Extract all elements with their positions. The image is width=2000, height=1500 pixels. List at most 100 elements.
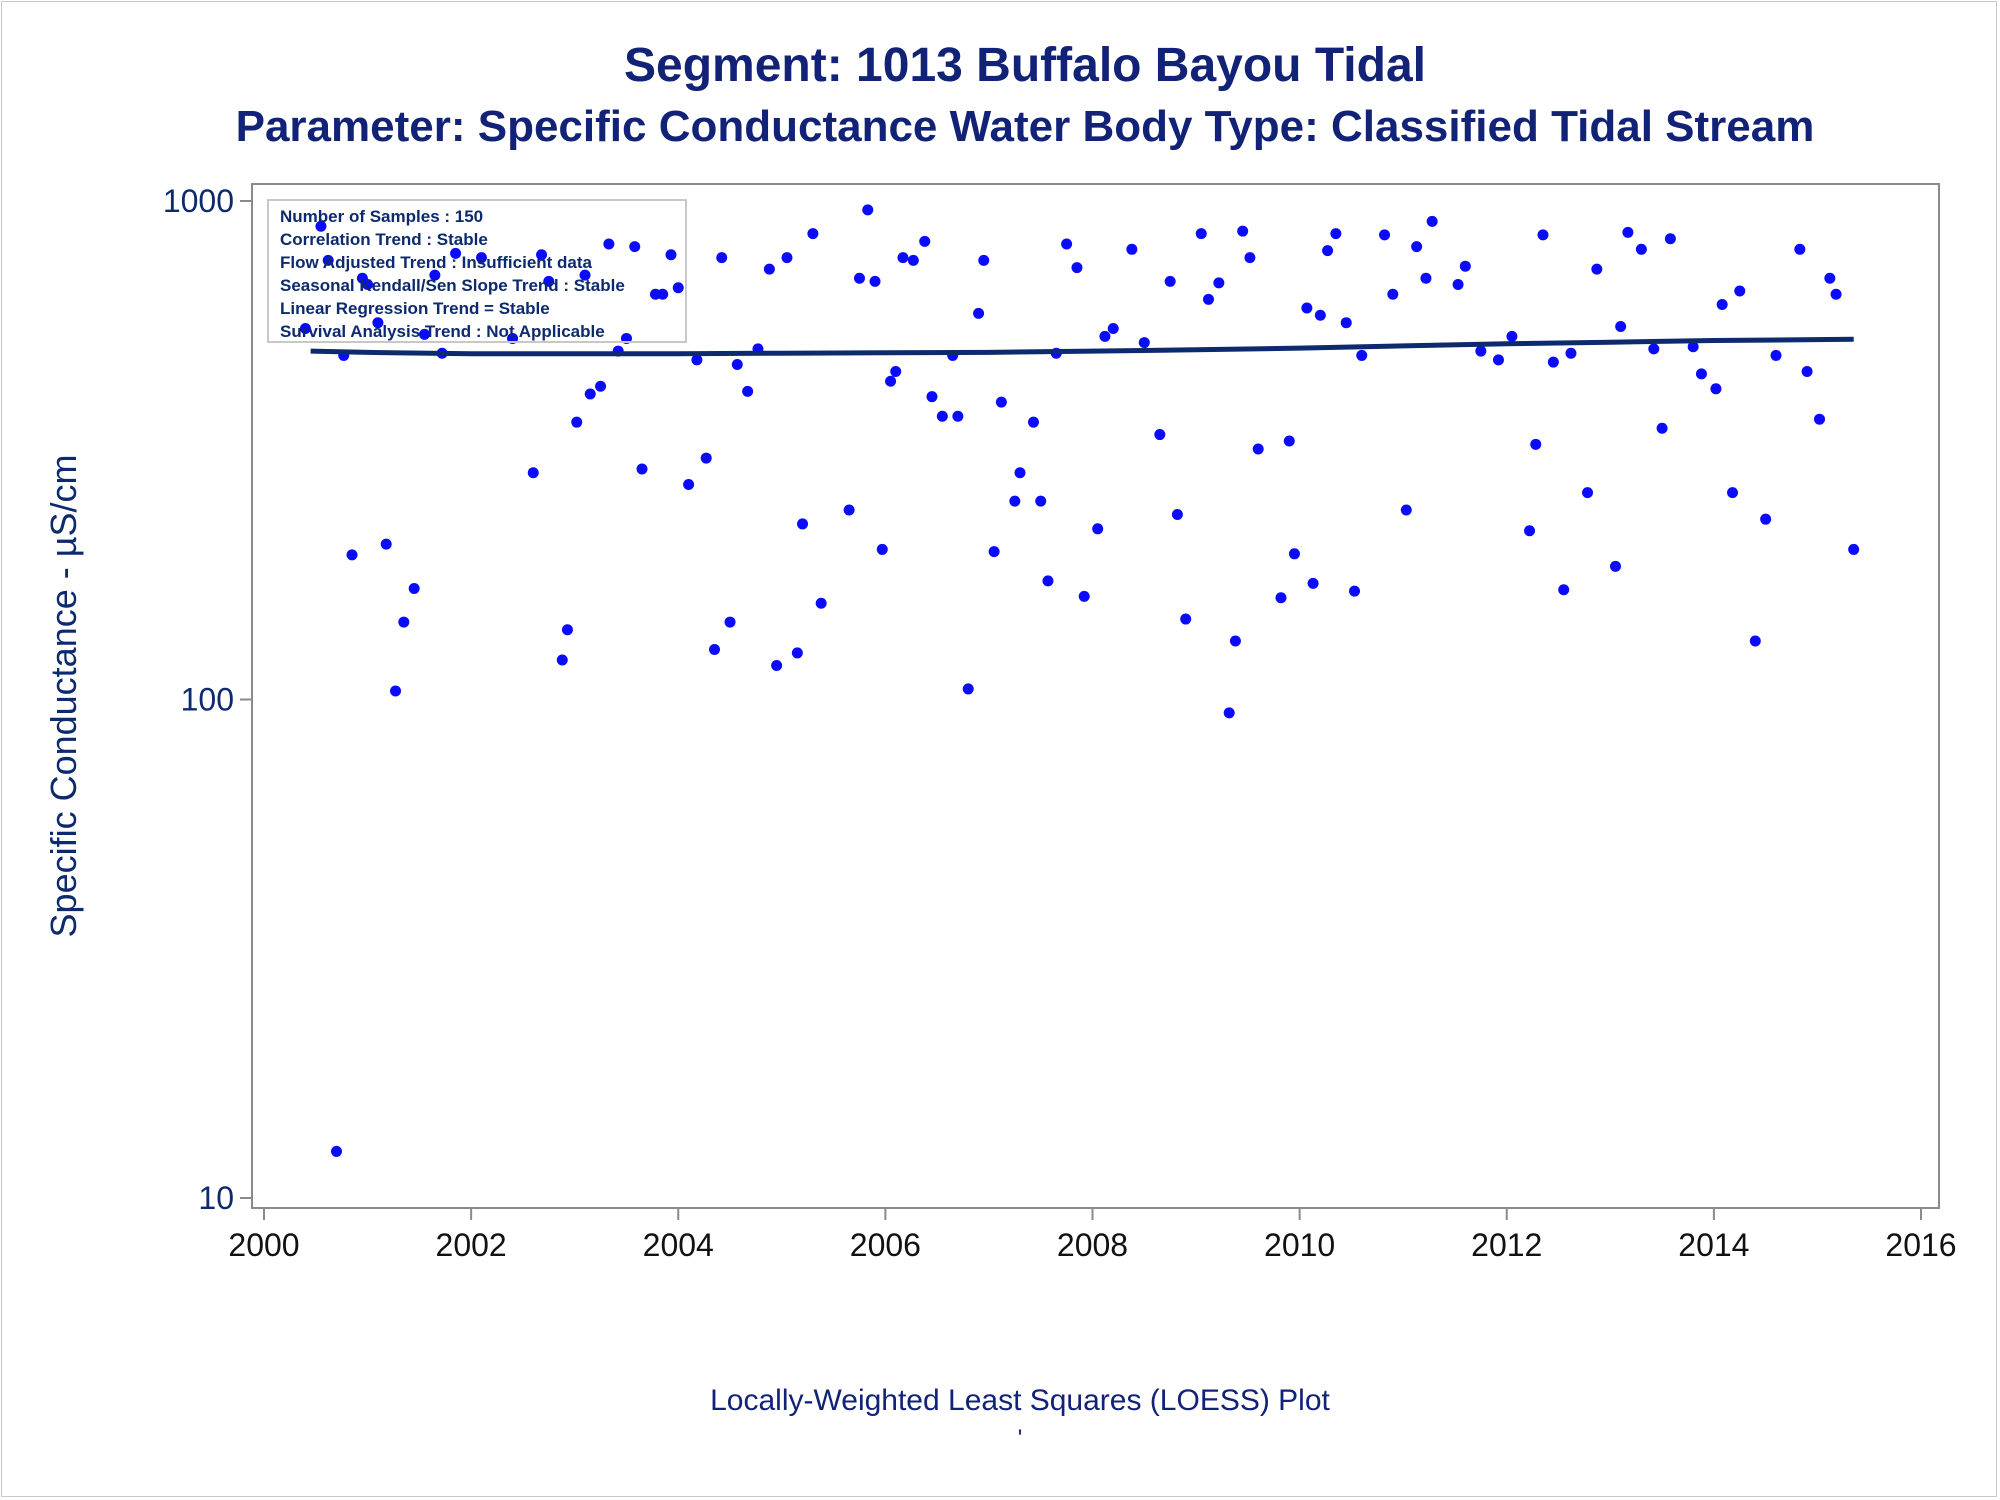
data-point (1591, 263, 1603, 275)
data-point (1492, 354, 1504, 366)
data-point (797, 518, 809, 530)
data-point (1547, 356, 1559, 368)
stats-line: Survival Analysis Trend : Not Applicable (280, 322, 605, 341)
data-point (1042, 575, 1054, 587)
data-point (330, 1145, 342, 1157)
data-point (1314, 309, 1326, 321)
data-point (657, 288, 669, 300)
data-point (926, 391, 938, 403)
data-point (380, 538, 392, 550)
data-point (1727, 487, 1739, 499)
data-point (1071, 262, 1083, 274)
y-tick-label: 100 (181, 682, 234, 718)
data-point (1830, 288, 1842, 300)
data-point (315, 220, 327, 232)
data-point (1814, 413, 1826, 425)
data-point (636, 463, 648, 475)
data-point (299, 322, 311, 334)
data-point (561, 624, 573, 636)
data-point (362, 278, 374, 290)
data-point (1138, 337, 1150, 349)
data-point (853, 272, 865, 284)
data-point (1411, 241, 1423, 253)
data-point (1223, 707, 1235, 719)
data-point (1307, 577, 1319, 589)
data-point (1582, 487, 1594, 499)
data-point (1379, 229, 1391, 241)
data-point (1749, 635, 1761, 647)
data-point (536, 249, 548, 261)
data-point (1154, 429, 1166, 441)
data-point (1275, 592, 1287, 604)
footnote-mark: ' (1017, 1425, 1023, 1452)
data-point (408, 582, 420, 594)
data-point (346, 549, 358, 561)
data-point (584, 388, 596, 400)
data-point (1244, 252, 1256, 264)
y-tick-label: 10 (198, 1180, 234, 1216)
data-point (1459, 260, 1471, 272)
data-point (390, 685, 402, 697)
data-point (1524, 525, 1536, 537)
data-point (322, 254, 334, 266)
x-tick-label: 2014 (1678, 1227, 1749, 1263)
data-point (807, 228, 819, 240)
data-point (1213, 277, 1225, 289)
data-point (1609, 560, 1621, 572)
data-point (731, 358, 743, 370)
data-point (1687, 341, 1699, 353)
data-point (1027, 416, 1039, 428)
stats-line: Number of Samples : 150 (280, 207, 483, 226)
data-point (885, 375, 897, 387)
data-point (1848, 543, 1860, 555)
data-point (1801, 365, 1813, 377)
data-point (571, 416, 583, 428)
data-point (1565, 347, 1577, 359)
data-point (1229, 635, 1241, 647)
data-point (691, 354, 703, 366)
data-point (978, 254, 990, 266)
data-point (1078, 590, 1090, 602)
data-point (876, 543, 888, 555)
data-point (716, 252, 728, 264)
data-point (398, 616, 410, 628)
data-point (815, 597, 827, 609)
stats-line: Correlation Trend : Stable (280, 230, 488, 249)
data-point (1107, 322, 1119, 334)
data-point (973, 307, 985, 319)
stats-line: Seasonal Kendall/Sen Slope Trend : Stabl… (280, 276, 625, 295)
data-point (890, 365, 902, 377)
data-point (1615, 321, 1627, 333)
data-point (1420, 272, 1432, 284)
data-point (1237, 225, 1249, 237)
data-point (1180, 613, 1192, 625)
data-point (1824, 272, 1836, 284)
data-point (1356, 349, 1368, 361)
data-point (1664, 233, 1676, 245)
data-point (962, 683, 974, 695)
data-point (1558, 584, 1570, 596)
data-point (1340, 317, 1352, 329)
stats-box (267, 199, 687, 343)
data-point (1171, 509, 1183, 521)
data-point (419, 328, 431, 340)
data-point (1322, 245, 1334, 257)
data-point (988, 546, 1000, 558)
data-point (603, 238, 615, 250)
plot-area (251, 183, 1940, 1209)
chart-subtitle: Parameter: Specific Conductance Water Bo… (235, 102, 1815, 151)
data-point (556, 654, 568, 666)
data-point (1126, 243, 1138, 255)
data-point (897, 252, 909, 264)
stats-line: Linear Regression Trend = Stable (280, 299, 550, 318)
data-point (1301, 302, 1313, 314)
loess-line (310, 336, 1854, 357)
data-point (1648, 343, 1660, 355)
data-point (1330, 228, 1342, 240)
x-tick-label: 2012 (1471, 1227, 1542, 1263)
data-point (1195, 228, 1207, 240)
data-point (595, 380, 607, 392)
data-point (665, 249, 677, 261)
